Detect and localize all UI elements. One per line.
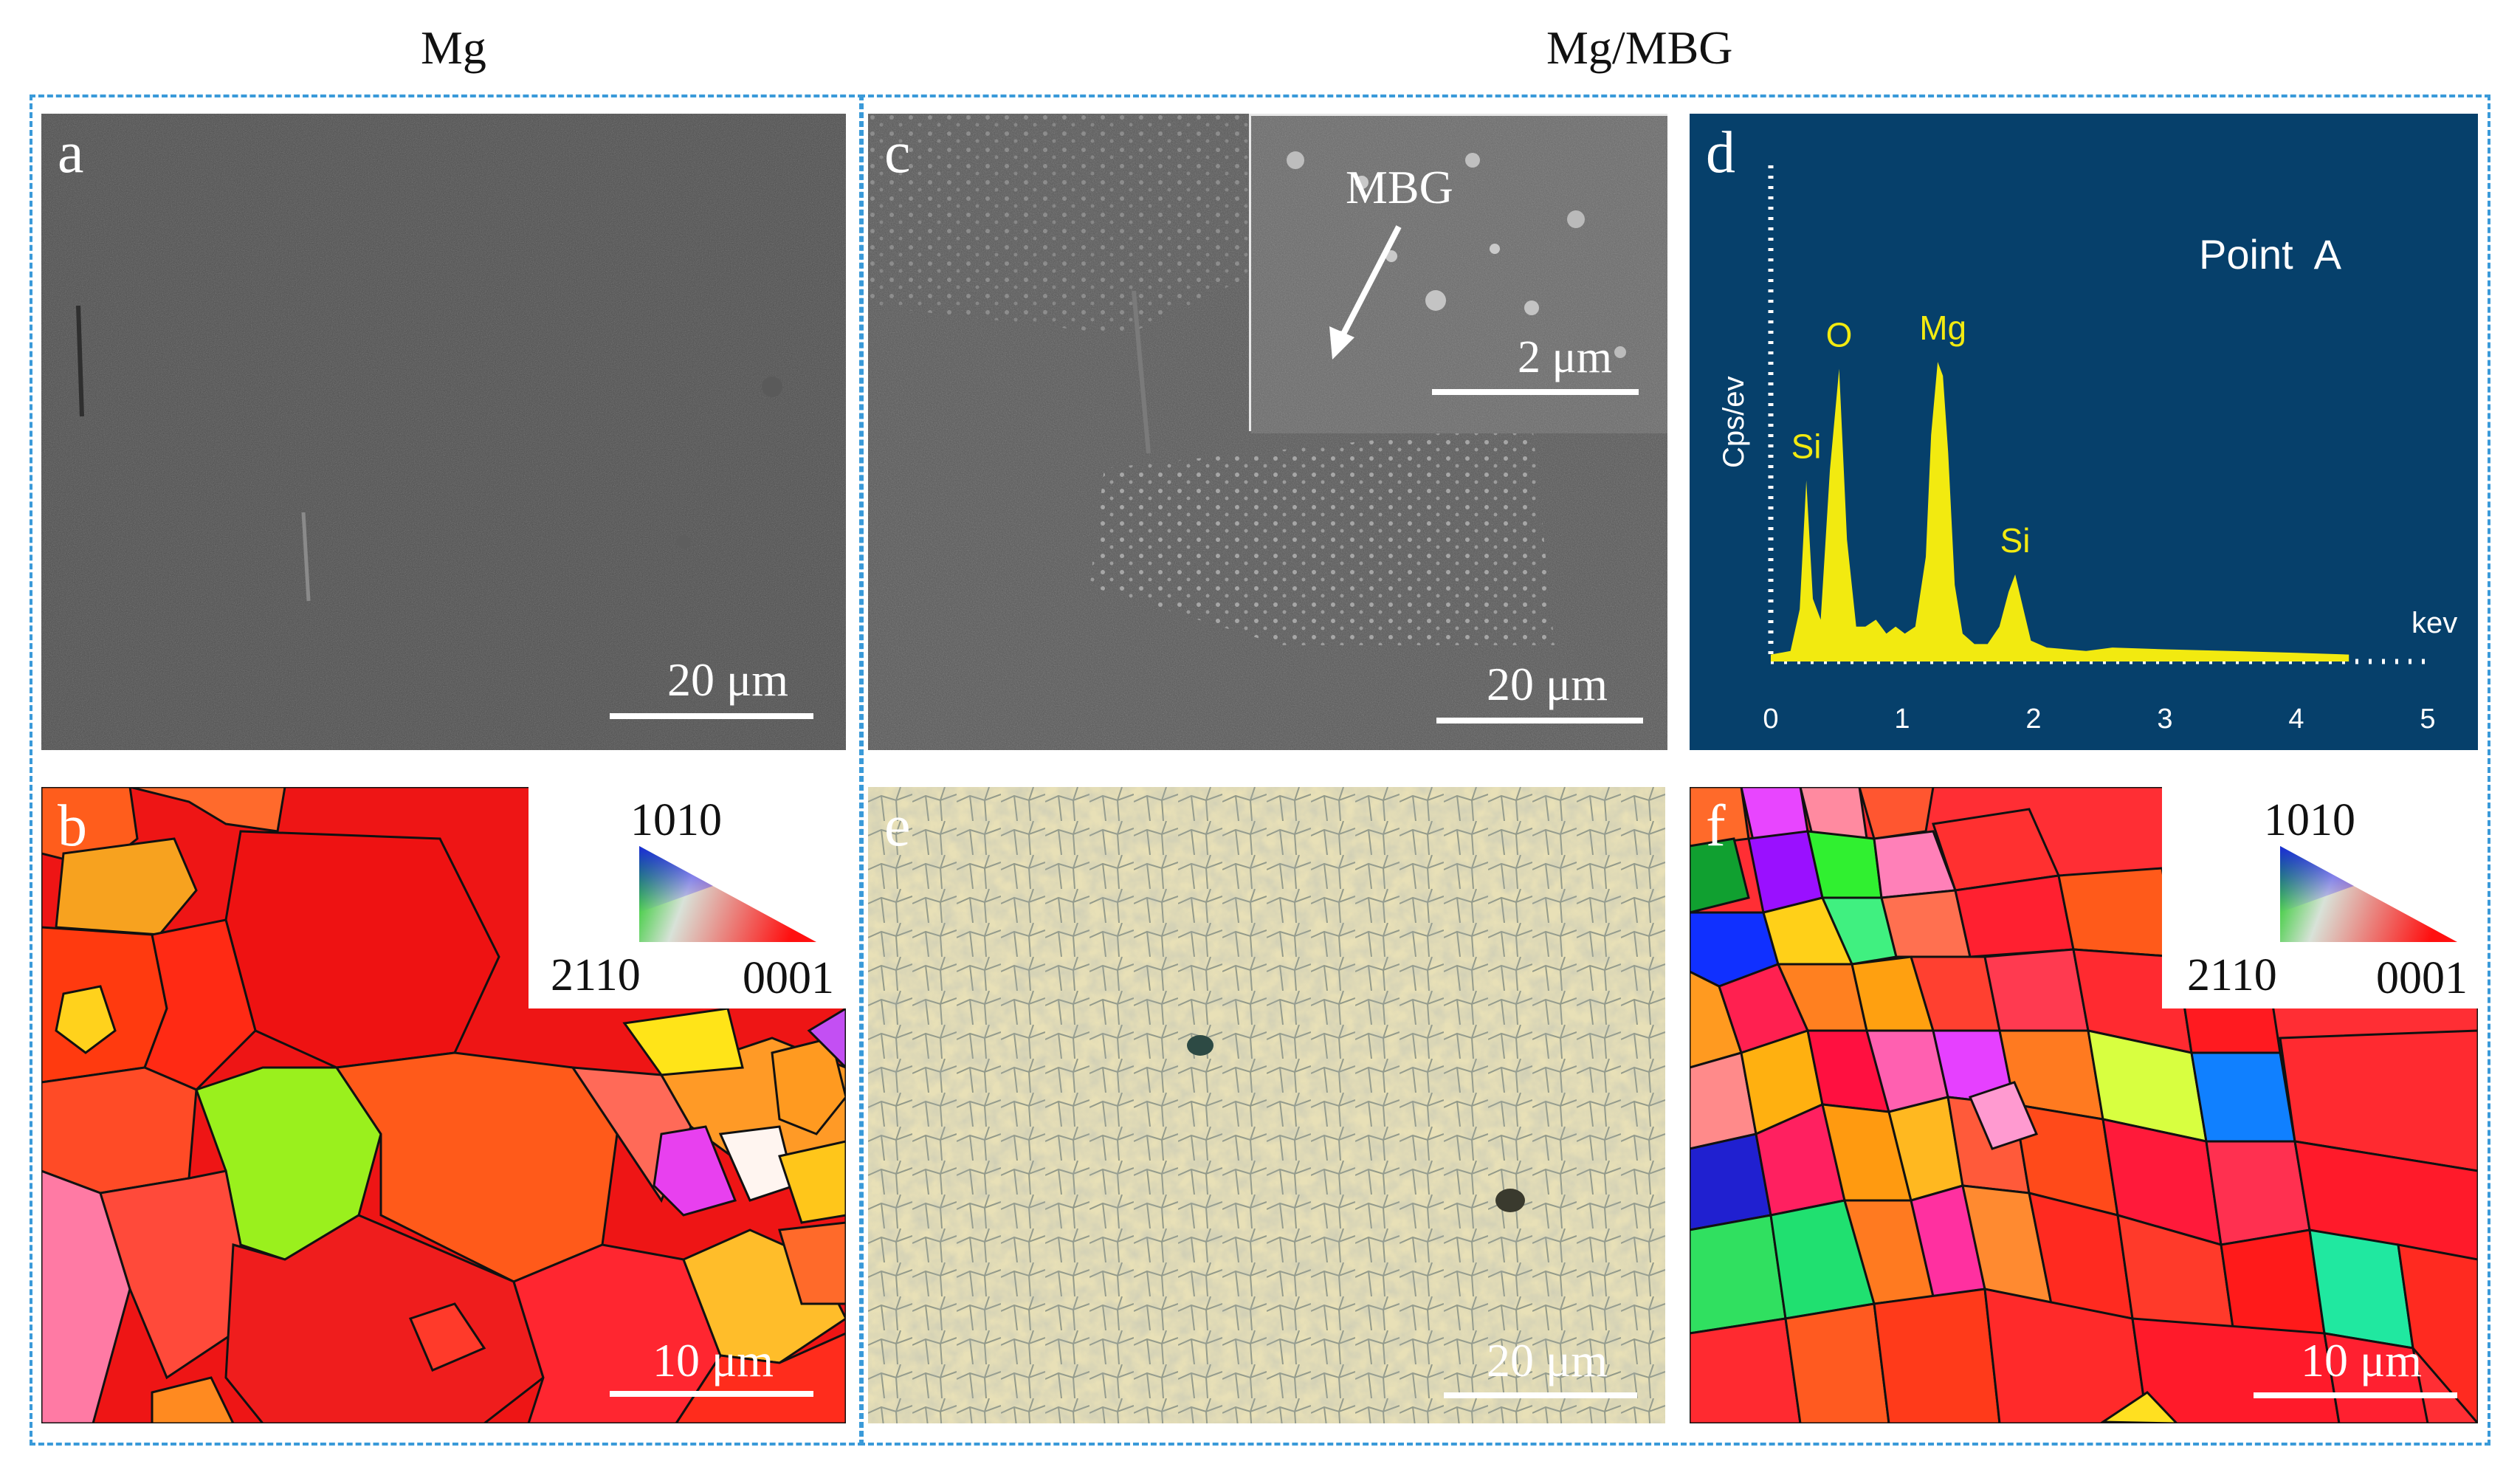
peak-label: Mg [1919, 309, 1966, 347]
ipf-triangle [639, 846, 816, 942]
panel-e-optical-image: e 20 μm [868, 787, 1665, 1423]
scale-bar [1444, 1392, 1637, 1398]
x-tick-label: 5 [2420, 704, 2435, 735]
scale-bar [610, 1391, 813, 1397]
mg-header: Mg [421, 21, 486, 74]
scale-bar-label: 20 μm [1486, 1334, 1608, 1386]
peak-label: Si [1791, 427, 1822, 466]
ipf-top-label: 1010 [630, 795, 722, 845]
panel-label: d [1706, 120, 1735, 185]
ipf-right-label: 0001 [2376, 953, 2468, 1003]
x-tick-label: 3 [2157, 704, 2172, 735]
optical-texture-e [868, 787, 1665, 1423]
spectrum-series [1771, 362, 2349, 661]
scale-bar [1436, 718, 1643, 724]
panel-label: c [884, 120, 911, 185]
mg-mbg-frame [859, 94, 2490, 1446]
sem-texture-a [41, 114, 846, 750]
panel-label: a [58, 120, 84, 185]
panel-label: e [884, 794, 911, 859]
panel-d-eds-spectrum: 0 1 2 3 4 5 Si O Mg Si d Point A Cps/ev kev [1690, 114, 2478, 750]
scale-bar-label: 20 μm [1486, 658, 1608, 710]
ipf-legend: 1010 2110 0001 [529, 787, 846, 1008]
y-axis-label: Cps/ev [1718, 376, 1750, 469]
ipf-top-label: 1010 [2264, 795, 2355, 845]
inset-scale-bar [1432, 389, 1639, 395]
scale-bar [2254, 1392, 2457, 1398]
inset-texture [1251, 116, 1667, 433]
ipf-left-label: 2110 [2187, 950, 2277, 1000]
scale-bar-label: 20 μm [667, 653, 789, 706]
x-axis-label: kev [2411, 607, 2458, 639]
panel-f-ebsd-map: f 1010 2110 0001 10 μm [1690, 787, 2478, 1423]
scale-bar [610, 713, 813, 719]
panel-label: f [1706, 794, 1726, 859]
grain-map-f [1690, 787, 2478, 1423]
mbg-arrow [1329, 225, 1402, 360]
peak-label: Si [2000, 521, 2031, 560]
panel-b-ebsd-map: b 1010 2110 0001 10 μm [41, 787, 846, 1423]
inset-scale-label: 2 μm [1518, 332, 1612, 382]
scale-bar-label: 10 μm [2300, 1334, 2423, 1386]
panel-c-sem-image: c MBG 2 μm 20 μm [868, 114, 1667, 750]
peak-label: O [1826, 316, 1853, 354]
x-tick-label: 0 [1763, 704, 1778, 735]
inset-image: MBG 2 μm [1249, 114, 1667, 433]
panel-label: b [58, 794, 87, 859]
scale-bar-label: 10 μm [652, 1334, 774, 1386]
eds-chart: 0 1 2 3 4 5 Si O Mg Si [1763, 165, 2436, 735]
x-tick-label: 2 [2025, 704, 2041, 735]
x-tick-label: 1 [1894, 704, 1910, 735]
ipf-triangle [2280, 846, 2457, 942]
mbg-annotation: MBG [1346, 161, 1453, 213]
mg-mbg-header: Mg/MBG [1546, 21, 1733, 74]
ipf-legend: 1010 2110 0001 [2162, 787, 2478, 1008]
chart-title: Point A [2199, 231, 2342, 278]
ipf-right-label: 0001 [743, 953, 834, 1003]
x-tick-label: 4 [2288, 704, 2304, 735]
ipf-left-label: 2110 [551, 950, 641, 1000]
panel-a-sem-image: a 20 μm [41, 114, 846, 750]
mg-frame [30, 94, 864, 1446]
